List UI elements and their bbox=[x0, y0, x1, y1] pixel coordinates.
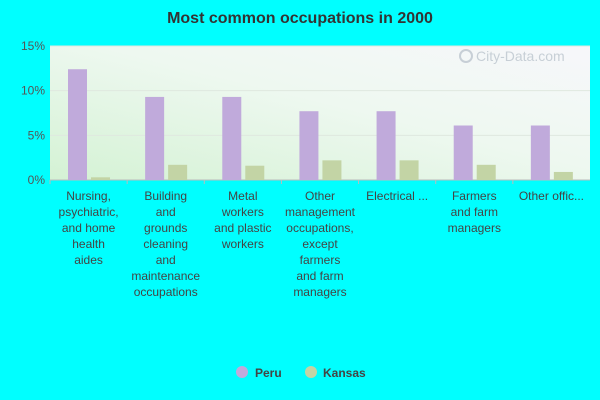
y-tick-label: 0% bbox=[28, 173, 46, 187]
watermark-icon bbox=[459, 49, 473, 63]
bar-kansas[interactable] bbox=[245, 165, 265, 180]
bar-peru[interactable] bbox=[453, 125, 473, 180]
bar-kansas[interactable] bbox=[168, 164, 188, 180]
legend: Peru Kansas bbox=[236, 366, 366, 380]
category-labels: Nursing, psychiatric, and home health aidesB… bbox=[59, 189, 584, 299]
plot-area bbox=[50, 46, 590, 180]
legend-item-peru: Peru bbox=[236, 366, 282, 380]
category-label: Other offic... bbox=[519, 189, 584, 203]
gridlines bbox=[49, 45, 590, 184]
category-label: Electrical ... bbox=[366, 189, 428, 203]
category-label: Metal workers and plastic workers bbox=[214, 189, 271, 251]
legend-swatch-peru bbox=[236, 366, 248, 378]
y-tick-label: 10% bbox=[21, 84, 45, 98]
svg-text:City-Data.com: City-Data.com bbox=[476, 48, 565, 64]
bar-kansas[interactable] bbox=[91, 177, 110, 180]
bar-kansas[interactable] bbox=[322, 160, 342, 180]
y-axis-ticks: 0% 5% 10% 15% bbox=[21, 39, 45, 187]
bar-peru[interactable] bbox=[299, 111, 319, 180]
bar-peru[interactable] bbox=[530, 125, 550, 180]
legend-item-kansas: Kansas bbox=[305, 366, 366, 380]
category-label: Nursing, psychiatric, and home health aides bbox=[59, 189, 119, 267]
bar-peru[interactable] bbox=[222, 96, 242, 180]
category-label: Farmers and farm managers bbox=[448, 189, 501, 235]
bar-kansas[interactable] bbox=[476, 164, 496, 180]
category-label: Building and grounds cleaning and maintenance… bbox=[131, 189, 200, 299]
y-tick-label: 15% bbox=[21, 39, 45, 53]
chart-title: Most common occupations in 2000 bbox=[167, 10, 433, 27]
legend-label-peru: Peru bbox=[255, 366, 282, 380]
bar-peru[interactable] bbox=[68, 69, 87, 180]
legend-label-kansas: Kansas bbox=[323, 366, 366, 380]
bar-kansas[interactable] bbox=[553, 171, 573, 180]
y-tick-label: 5% bbox=[28, 128, 46, 142]
legend-swatch-kansas bbox=[305, 366, 317, 378]
bar-peru[interactable] bbox=[376, 111, 396, 180]
watermark: City-Data.com bbox=[459, 48, 565, 64]
bars bbox=[68, 69, 573, 180]
bar-kansas[interactable] bbox=[399, 160, 419, 180]
bar-peru[interactable] bbox=[145, 96, 165, 180]
category-label: Other management occupations, except farmers… bbox=[285, 189, 356, 299]
